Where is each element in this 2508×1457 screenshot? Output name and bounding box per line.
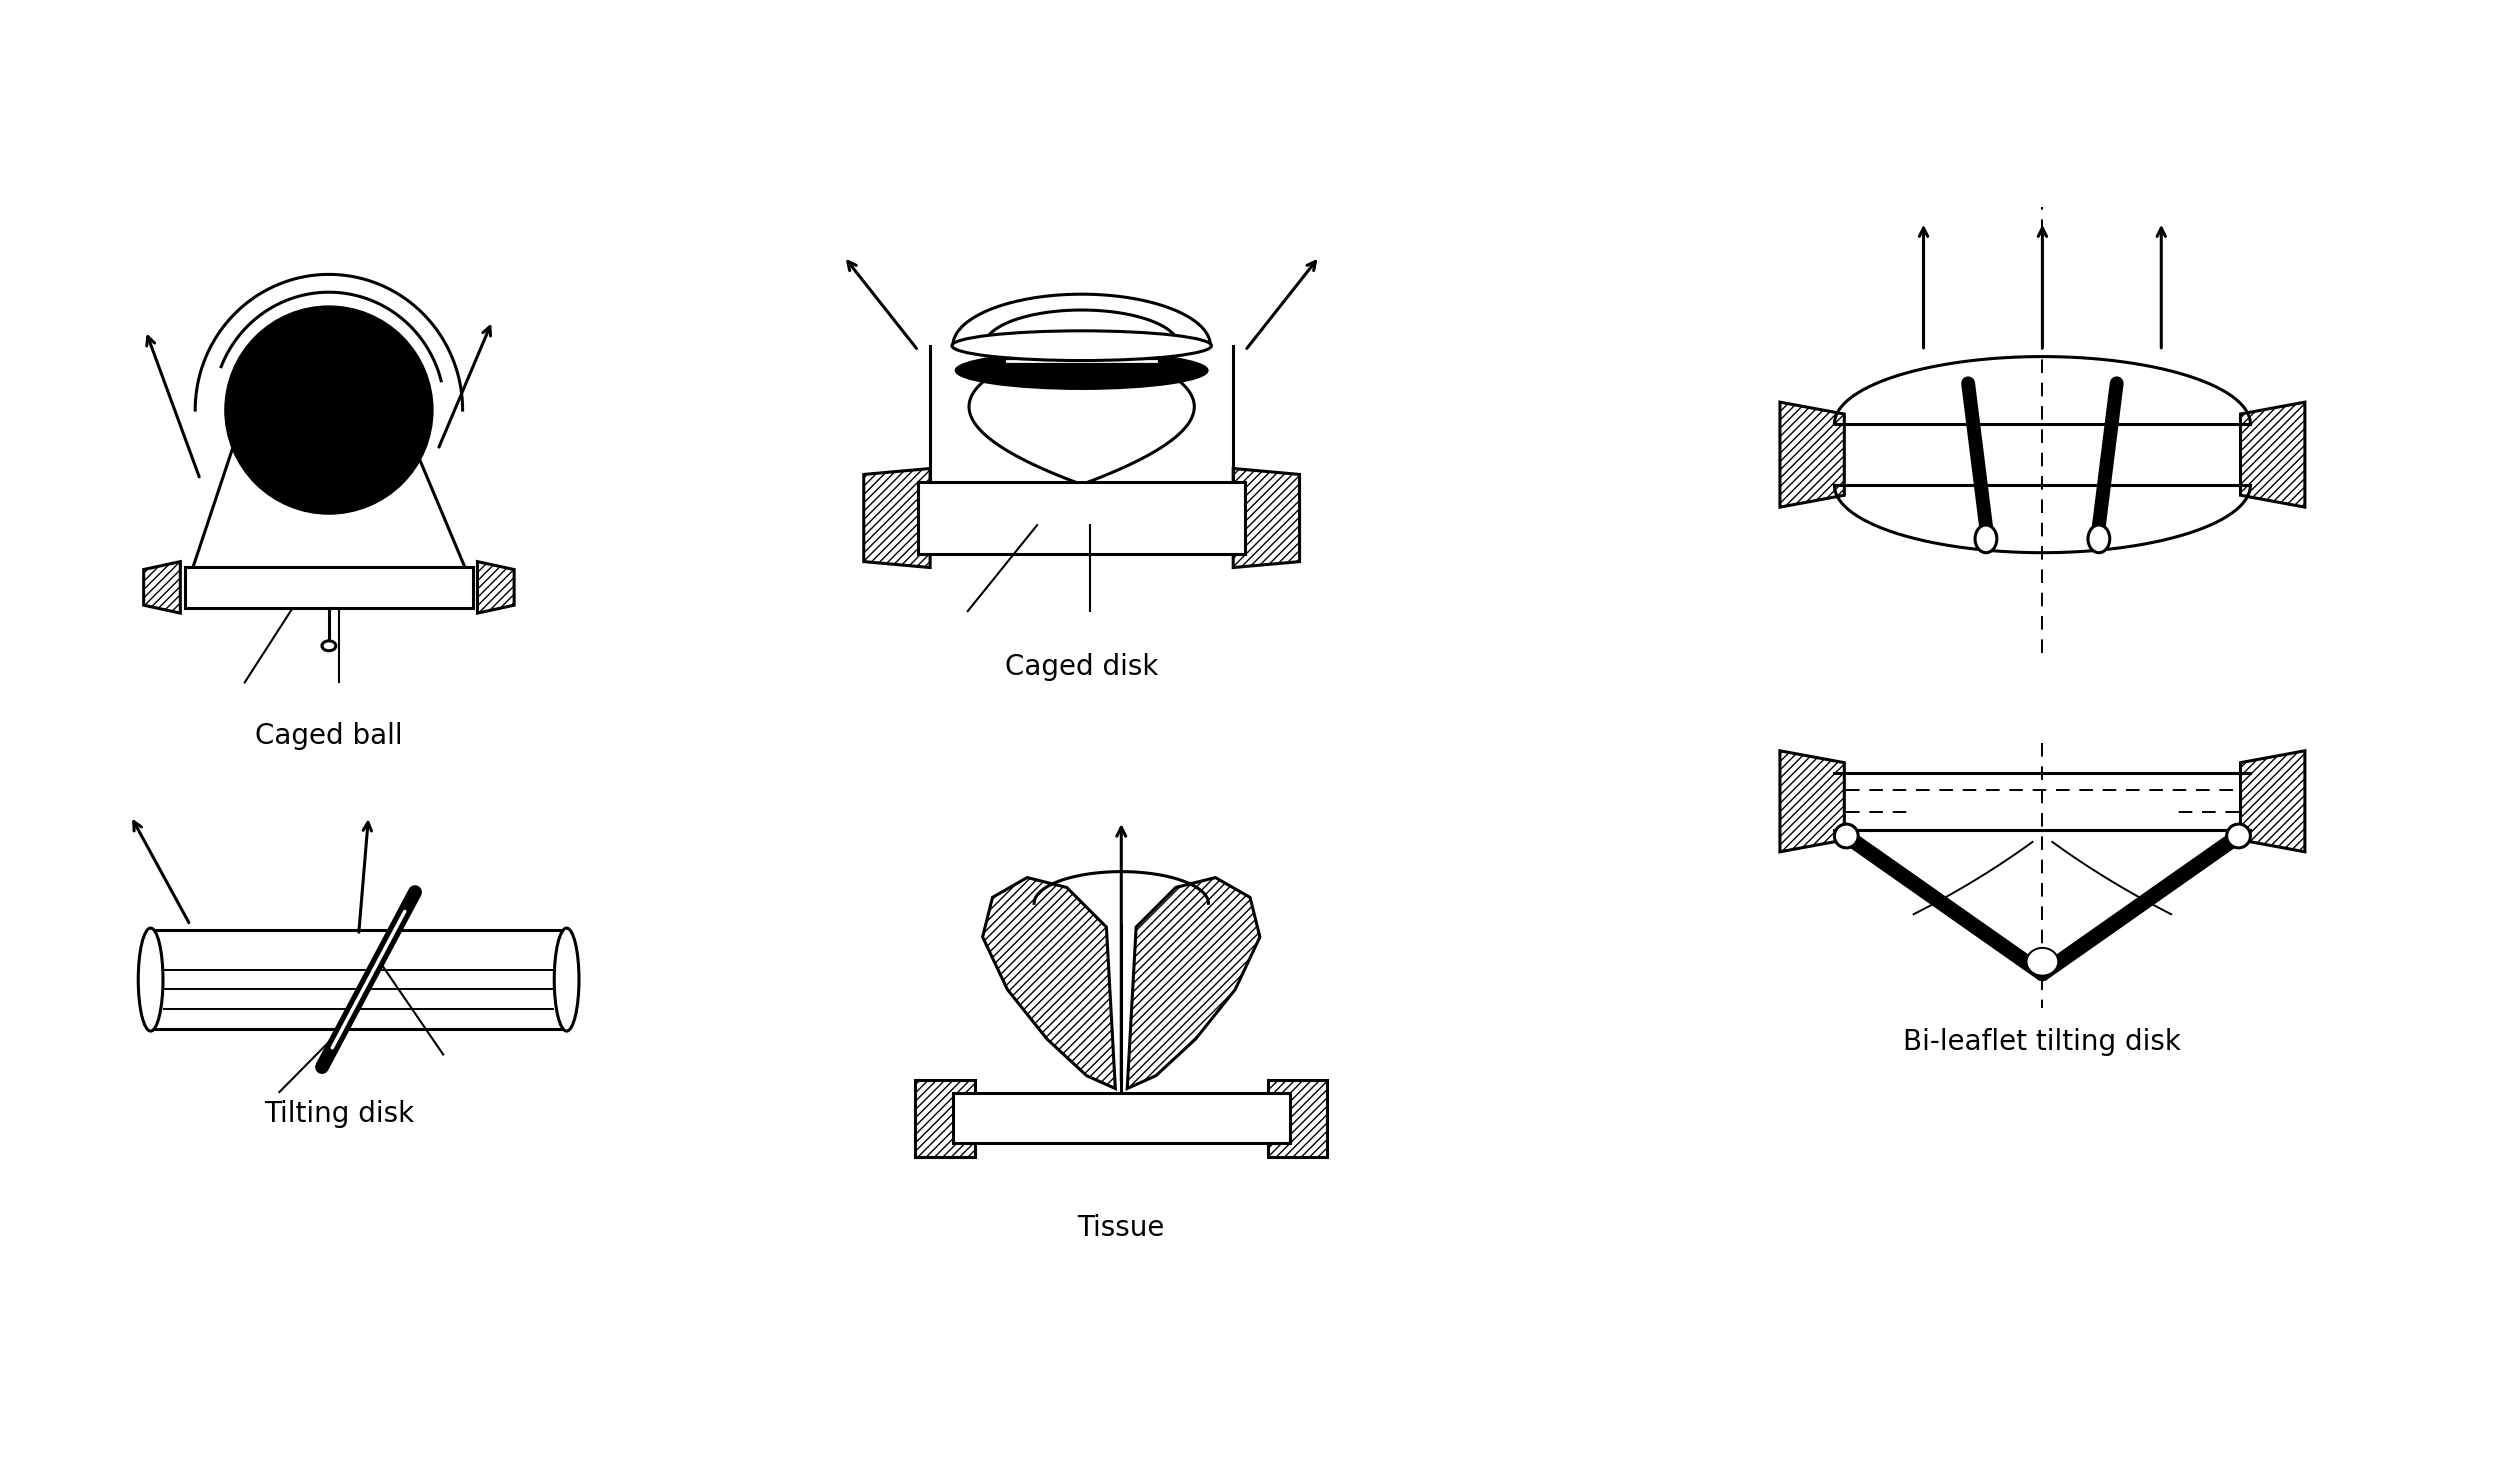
Ellipse shape	[2089, 525, 2109, 552]
Circle shape	[226, 306, 434, 514]
Ellipse shape	[2026, 949, 2059, 976]
Polygon shape	[1126, 877, 1259, 1088]
Polygon shape	[1269, 1080, 1327, 1157]
Text: Tissue: Tissue	[1078, 1214, 1164, 1243]
Polygon shape	[1781, 402, 1843, 507]
Ellipse shape	[321, 641, 336, 651]
Text: Caged disk: Caged disk	[1006, 653, 1159, 680]
Ellipse shape	[138, 928, 163, 1032]
Polygon shape	[143, 561, 181, 613]
Circle shape	[1833, 825, 1858, 848]
Ellipse shape	[554, 928, 579, 1032]
Polygon shape	[477, 561, 514, 613]
Polygon shape	[1781, 750, 1843, 852]
Ellipse shape	[1976, 525, 1996, 552]
Polygon shape	[186, 567, 472, 608]
Polygon shape	[2240, 402, 2305, 507]
Circle shape	[2227, 825, 2250, 848]
Polygon shape	[915, 1080, 976, 1157]
Ellipse shape	[956, 351, 1209, 389]
Text: Bi-leaflet tilting disk: Bi-leaflet tilting disk	[1904, 1029, 2182, 1056]
Polygon shape	[983, 877, 1116, 1088]
Polygon shape	[863, 469, 930, 568]
Polygon shape	[1234, 469, 1299, 568]
Polygon shape	[2240, 750, 2305, 852]
Polygon shape	[150, 930, 567, 1029]
Polygon shape	[953, 1094, 1289, 1142]
Ellipse shape	[953, 331, 1211, 360]
Text: Tilting disk: Tilting disk	[263, 1100, 414, 1128]
Text: Caged ball: Caged ball	[256, 723, 404, 750]
Polygon shape	[918, 482, 1244, 554]
